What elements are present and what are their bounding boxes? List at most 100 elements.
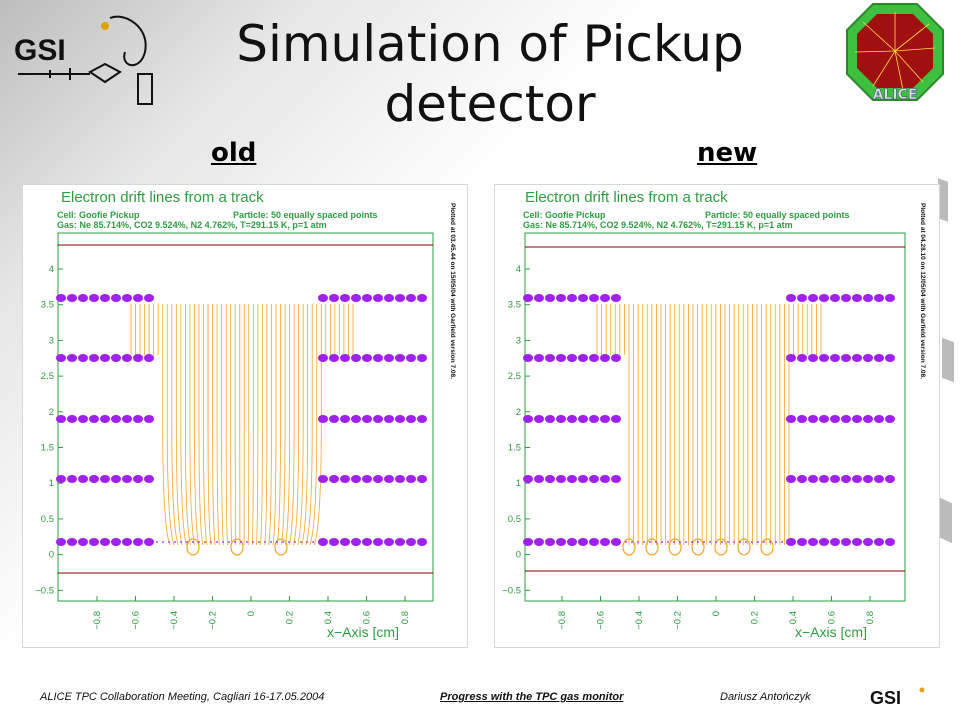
wire-marker xyxy=(122,415,132,423)
wire-marker xyxy=(556,415,566,423)
wire-marker xyxy=(841,354,851,362)
wire-marker xyxy=(56,294,66,302)
y-tick-label: 0.5 xyxy=(41,514,54,525)
wire-marker xyxy=(384,294,394,302)
wire-dot xyxy=(775,541,777,543)
wire-dot xyxy=(727,541,729,543)
drift-line xyxy=(256,304,259,546)
wire-dot xyxy=(300,541,302,543)
wire-dot xyxy=(234,541,236,543)
x-tick-label: −0.2 xyxy=(673,611,684,630)
x-tick-label: −0.8 xyxy=(557,611,568,630)
wire-marker xyxy=(830,475,840,483)
wire-marker xyxy=(797,415,807,423)
drift-line xyxy=(280,304,286,546)
drift-loop xyxy=(760,538,774,556)
wire-marker xyxy=(362,538,372,546)
alice-logo-text: ALICE xyxy=(873,87,918,102)
wire-marker xyxy=(523,538,533,546)
wire-marker xyxy=(56,475,66,483)
wire-dot xyxy=(258,541,260,543)
wire-marker xyxy=(819,354,829,362)
y-tick-label: 3 xyxy=(49,335,54,346)
drift-loop xyxy=(274,538,288,556)
wire-marker xyxy=(808,538,818,546)
wire-marker xyxy=(589,475,599,483)
wire-marker xyxy=(373,354,383,362)
wire-dot xyxy=(156,541,158,543)
plot-side-note: Plotted at 03.45.44 on 15/05/04 with Gar… xyxy=(449,203,456,379)
wire-dot xyxy=(174,541,176,543)
wire-marker xyxy=(67,354,77,362)
wire-dot xyxy=(240,541,242,543)
wire-dot xyxy=(276,541,278,543)
wire-marker xyxy=(819,538,829,546)
drift-line xyxy=(251,304,254,546)
wire-marker xyxy=(78,294,88,302)
wire-marker xyxy=(56,538,66,546)
wire-marker xyxy=(885,538,895,546)
x-tick-label: 0.6 xyxy=(362,611,373,624)
y-tick-label: −0.5 xyxy=(502,585,521,596)
plot-new: Electron drift lines from a track Cell: … xyxy=(494,184,940,648)
wire-dot xyxy=(306,541,308,543)
wire-dot xyxy=(655,541,657,543)
wire-marker xyxy=(578,475,588,483)
wire-marker xyxy=(78,415,88,423)
drift-line xyxy=(216,304,220,546)
gsi-footer-logo: GSI xyxy=(868,686,932,708)
wire-marker xyxy=(362,354,372,362)
wire-marker xyxy=(395,538,405,546)
wire-dot xyxy=(204,541,206,543)
wire-marker xyxy=(100,294,110,302)
wire-marker xyxy=(600,415,610,423)
wire-marker xyxy=(874,354,884,362)
wire-marker xyxy=(578,354,588,362)
footer-talk-title: Progress with the TPC gas monitor xyxy=(440,691,624,703)
wire-marker xyxy=(534,538,544,546)
wire-dot xyxy=(733,541,735,543)
x-tick-label: −0.8 xyxy=(92,611,103,630)
y-tick-label: 2.5 xyxy=(41,371,54,382)
wire-marker xyxy=(89,538,99,546)
y-tick-label: 3.5 xyxy=(508,300,521,311)
y-tick-label: 0 xyxy=(516,550,521,561)
wire-marker xyxy=(797,538,807,546)
x-tick-label: 0.4 xyxy=(323,611,334,624)
wire-marker xyxy=(852,538,862,546)
y-tick-label: 2.5 xyxy=(508,371,521,382)
plot-particle-info: Particle: 50 equally spaced points xyxy=(705,210,850,220)
wire-dot xyxy=(192,541,194,543)
wire-marker xyxy=(589,538,599,546)
y-tick-label: 3 xyxy=(516,335,521,346)
wire-dot xyxy=(649,541,651,543)
wire-marker xyxy=(797,294,807,302)
wire-marker xyxy=(417,354,427,362)
wire-marker xyxy=(545,294,555,302)
wire-marker xyxy=(786,475,796,483)
wire-marker xyxy=(100,354,110,362)
wire-marker xyxy=(808,415,818,423)
wire-dot xyxy=(168,541,170,543)
drift-line xyxy=(203,304,208,546)
plot-side-note: Plotted at 04.28.10 on 12/05/04 with Gar… xyxy=(919,203,926,379)
wire-marker xyxy=(395,294,405,302)
wire-marker xyxy=(611,354,621,362)
wire-marker xyxy=(786,415,796,423)
wire-marker xyxy=(395,354,405,362)
wire-dot xyxy=(186,541,188,543)
wire-marker xyxy=(534,354,544,362)
wire-marker xyxy=(111,415,121,423)
drift-line xyxy=(212,304,216,546)
wire-dot xyxy=(162,541,164,543)
wire-dot xyxy=(252,541,254,543)
wire-marker xyxy=(852,354,862,362)
wire-marker xyxy=(318,415,328,423)
wire-marker xyxy=(863,538,873,546)
x-tick-label: 0.8 xyxy=(400,611,411,624)
wire-dot xyxy=(643,541,645,543)
wire-marker xyxy=(611,294,621,302)
wire-marker xyxy=(144,354,154,362)
drift-line xyxy=(309,304,318,546)
wire-marker xyxy=(351,538,361,546)
